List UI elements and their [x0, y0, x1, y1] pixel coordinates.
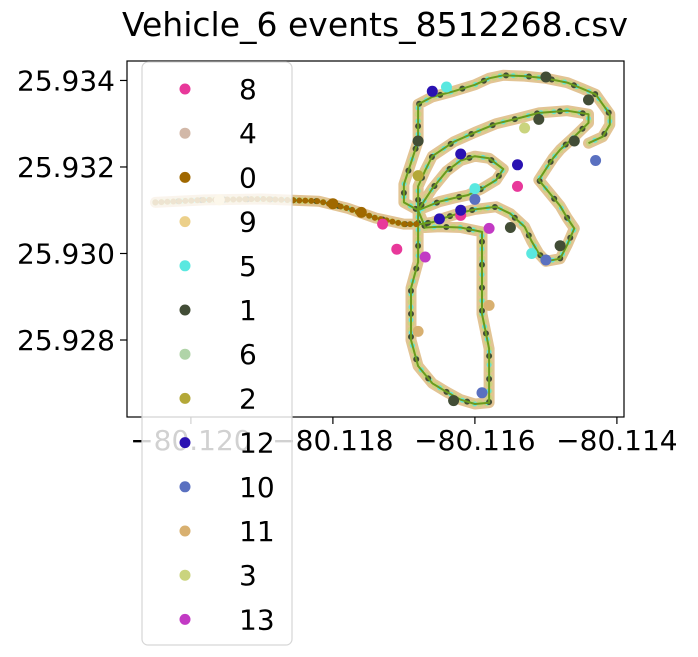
event-marker-2: [412, 170, 424, 182]
legend-label-9: 9: [239, 206, 257, 239]
event-marker-12: [455, 148, 467, 160]
legend-swatch-2: [179, 392, 191, 404]
legend-label-13: 13: [239, 603, 275, 636]
legend-label-12: 12: [239, 427, 275, 460]
event-marker-13: [419, 251, 431, 263]
event-marker-10: [540, 254, 552, 266]
legend-swatch-3: [179, 569, 191, 581]
y-tick-label: 25.928: [17, 324, 115, 357]
event-marker-10: [476, 387, 488, 399]
event-marker-12: [433, 213, 445, 225]
legend-swatch-9: [179, 216, 191, 228]
event-marker-8: [391, 243, 403, 255]
legend-swatch-5: [179, 260, 191, 272]
event-marker-3: [519, 122, 531, 134]
event-marker-11: [483, 299, 495, 311]
legend-box: [141, 61, 293, 646]
event-marker-1: [504, 222, 516, 233]
chart-title: Vehicle_6 events_8512268.csv: [122, 5, 628, 44]
event-marker-1: [568, 135, 580, 147]
legend-swatch-10: [179, 481, 191, 493]
event-marker-5: [469, 183, 481, 195]
event-marker-8: [377, 218, 389, 230]
legend-swatch-11: [179, 525, 191, 537]
legend-label-2: 2: [239, 382, 257, 415]
legend-label-3: 3: [239, 559, 257, 592]
route-line: [155, 74, 611, 405]
legend-swatch-12: [179, 437, 191, 449]
legend-swatch-6: [179, 348, 191, 360]
legend-label-6: 6: [239, 338, 257, 371]
event-marker-1: [583, 94, 594, 106]
legend-swatch-1: [179, 304, 191, 316]
event-marker-11: [412, 325, 424, 337]
y-tick-label: 25.930: [17, 237, 115, 270]
legend-swatch-13: [179, 613, 191, 625]
event-marker-12: [426, 85, 438, 97]
event-marker-10: [469, 193, 481, 205]
x-tick-label: −80.116: [414, 424, 535, 457]
event-marker-12: [512, 159, 523, 171]
event-marker-13: [483, 222, 495, 234]
y-tick-label: 25.934: [17, 64, 115, 97]
event-marker-1: [540, 71, 552, 83]
event-marker-1: [554, 240, 566, 252]
legend-swatch-4: [179, 127, 191, 139]
plot-frame: [126, 60, 625, 418]
plot-area: [149, 69, 616, 410]
legend: 8 4 0 9 5 1 6 2 12 10 11 3 13: [141, 61, 293, 646]
y-axis: 25.928 25.930 25.932 25.934: [17, 64, 127, 357]
legend-label-5: 5: [239, 250, 257, 283]
legend-label-8: 8: [239, 73, 257, 106]
legend-swatch-0: [179, 171, 191, 183]
y-tick-label: 25.932: [17, 151, 115, 184]
event-marker-1: [533, 113, 545, 125]
legend-label-1: 1: [239, 294, 257, 327]
legend-swatch-8: [179, 83, 191, 95]
event-marker-12: [455, 204, 467, 216]
event-marker-1: [412, 135, 424, 147]
event-marker-1: [448, 395, 460, 407]
legend-label-4: 4: [239, 117, 257, 150]
event-marker-8: [512, 180, 523, 192]
event-marker-5: [441, 81, 452, 93]
event-marker-10: [590, 155, 602, 166]
event-marker-5: [526, 248, 538, 259]
legend-label-10: 10: [239, 471, 275, 504]
legend-label-0: 0: [239, 161, 257, 194]
event-marker-0: [355, 206, 367, 218]
legend-label-11: 11: [239, 515, 275, 548]
x-tick-label: −80.114: [556, 424, 677, 457]
event-marker-0: [327, 198, 339, 210]
